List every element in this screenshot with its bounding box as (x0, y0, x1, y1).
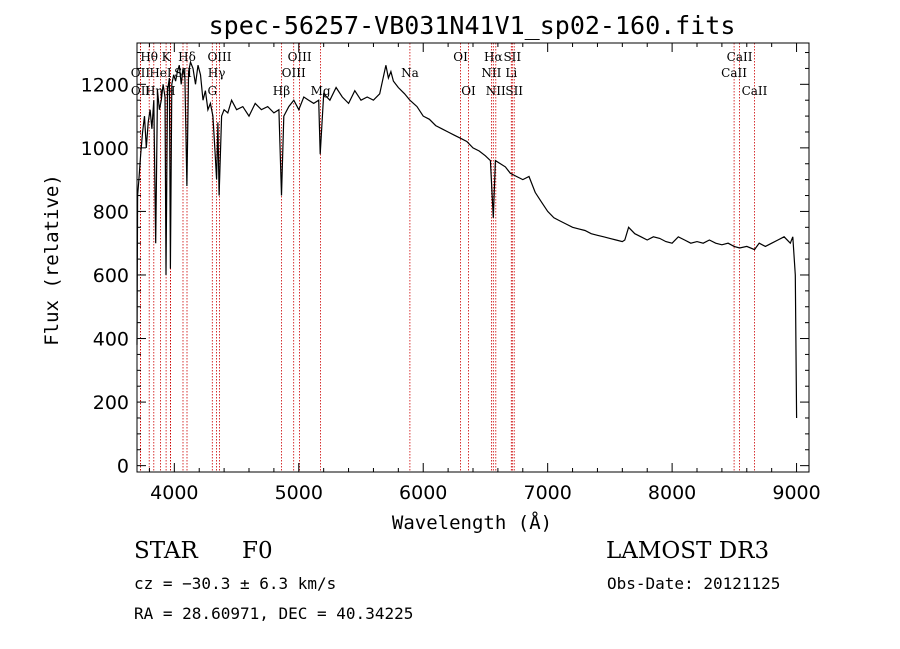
coordinates: RA = 28.60971, DEC = 40.34225 (134, 604, 414, 623)
line-label: Hη (145, 84, 163, 98)
y-tick-label: 200 (93, 392, 129, 414)
y-tick-label: 1200 (81, 74, 129, 96)
observation-date: Obs-Date: 20121125 (607, 574, 781, 593)
line-label: Hγ (208, 66, 226, 80)
line-label: Mg (311, 84, 331, 98)
line-label: CaII (727, 50, 753, 64)
y-tick-label: 400 (93, 329, 129, 351)
line-label: Na (401, 66, 419, 80)
survey-name: LAMOST DR3 (606, 538, 770, 564)
x-tick-label: 7000 (523, 482, 571, 504)
line-label: OIII (282, 66, 306, 80)
plot-frame (136, 42, 810, 473)
line-label: Hβ (273, 84, 290, 98)
y-tick-label: 800 (93, 201, 129, 223)
line-marks (139, 43, 755, 472)
y-tick-label: 0 (117, 456, 129, 478)
x-axis-label: Wavelength (Å) (392, 511, 552, 534)
spectrum-line (136, 59, 798, 419)
redshift-cz: cz = −30.3 ± 6.3 km/s (134, 574, 337, 593)
line-label: G (208, 84, 218, 98)
line-label: HeI (149, 66, 172, 80)
y-tick-label: 1000 (81, 138, 129, 160)
x-tick-label: 8000 (648, 482, 696, 504)
line-label: Li (505, 66, 517, 80)
line-label: OI (461, 84, 476, 98)
line-label: Hα (484, 50, 503, 64)
spectral-subclass: F0 (242, 538, 273, 564)
line-label: K (162, 50, 172, 64)
line-label: CaII (742, 84, 768, 98)
line-label: Hθ (140, 50, 158, 64)
object-class: STAR (134, 538, 198, 564)
y-axis-label: Flux (relative) (41, 174, 63, 346)
line-label: H (165, 84, 175, 98)
line-label: OII (131, 66, 151, 80)
axis-ticks: 4000 5000 6000 7000 8000 9000 0 200 400 600 800 100… (81, 43, 821, 504)
line-label: NII (486, 84, 506, 98)
x-tick-label: 6000 (399, 482, 447, 504)
line-label: OI (453, 50, 468, 64)
line-label: OII (131, 84, 151, 98)
line-label: Hδ (178, 50, 196, 64)
line-label: SII (505, 84, 523, 98)
line-label: OIII (207, 50, 231, 64)
x-tick-label: 5000 (275, 482, 323, 504)
chart-title: spec-56257-VB031N41V1_sp02-160.fits (209, 11, 736, 40)
x-tick-label: 9000 (772, 482, 820, 504)
y-tick-label: 600 (93, 265, 129, 287)
x-tick-label: 4000 (150, 482, 198, 504)
line-label: SII (503, 50, 521, 64)
line-label: NII (481, 66, 501, 80)
line-label: OIII (288, 50, 312, 64)
line-label: CaII (721, 66, 747, 80)
